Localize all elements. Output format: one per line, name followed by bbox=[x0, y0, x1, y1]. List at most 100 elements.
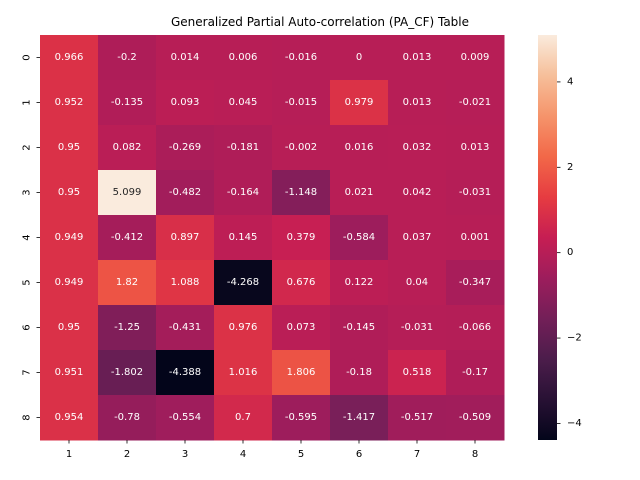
cell-value-label: 0.95 bbox=[58, 142, 80, 153]
heatmap-cell bbox=[388, 305, 447, 351]
cell-value-label: -0.015 bbox=[285, 97, 317, 108]
heatmap-cell bbox=[446, 125, 505, 171]
heatmap-cell bbox=[214, 215, 273, 261]
cell-value-label: 0.897 bbox=[171, 232, 200, 243]
cell-value-label: -4.388 bbox=[169, 367, 201, 378]
cell-value-label: 0.013 bbox=[403, 97, 432, 108]
cell-value-label: 0.001 bbox=[461, 232, 490, 243]
heatmap-cell bbox=[40, 170, 99, 216]
y-tick-label: 7 bbox=[22, 369, 33, 375]
cell-value-label: -0.016 bbox=[285, 52, 317, 63]
y-tick-label: 5 bbox=[22, 279, 33, 285]
cell-value-label: -0.066 bbox=[459, 322, 491, 333]
heatmap-cell bbox=[98, 170, 157, 216]
heatmap-cell bbox=[214, 395, 273, 441]
heatmap-cell bbox=[446, 305, 505, 351]
heatmap-cell bbox=[156, 215, 215, 261]
heatmap-cell bbox=[272, 260, 331, 306]
heatmap-cell bbox=[272, 80, 331, 126]
x-tick-label: 4 bbox=[240, 449, 246, 460]
x-tick-label: 7 bbox=[414, 449, 420, 460]
cell-value-label: 0.954 bbox=[55, 412, 84, 423]
heatmap-cell bbox=[330, 125, 389, 171]
heatmap-cell bbox=[156, 125, 215, 171]
cell-value-label: -0.031 bbox=[459, 187, 491, 198]
y-tick-label: 3 bbox=[22, 189, 33, 195]
heatmap-cell bbox=[98, 215, 157, 261]
cell-value-label: 0.032 bbox=[403, 142, 432, 153]
cell-value-label: 1.016 bbox=[229, 367, 258, 378]
heatmap-cell bbox=[272, 215, 331, 261]
cell-value-label: 0.093 bbox=[171, 97, 200, 108]
cell-value-label: -0.135 bbox=[111, 97, 143, 108]
cell-value-label: -1.417 bbox=[343, 412, 375, 423]
colorbar-tick-label: −2 bbox=[567, 333, 582, 344]
cell-value-label: 5.099 bbox=[113, 187, 142, 198]
cell-value-label: -0.78 bbox=[114, 412, 140, 423]
heatmap-cell bbox=[98, 395, 157, 441]
cell-value-label: -0.595 bbox=[285, 412, 317, 423]
heatmap-cell bbox=[272, 395, 331, 441]
heatmap-cell bbox=[446, 215, 505, 261]
cell-value-label: 0.966 bbox=[55, 52, 84, 63]
heatmap-cell bbox=[156, 80, 215, 126]
heatmap-cell bbox=[388, 395, 447, 441]
heatmap-cell bbox=[330, 260, 389, 306]
x-tick-label: 3 bbox=[182, 449, 188, 460]
heatmap-cell bbox=[330, 395, 389, 441]
x-tick-label: 5 bbox=[298, 449, 304, 460]
heatmap-cell bbox=[330, 80, 389, 126]
heatmap-cell bbox=[272, 305, 331, 351]
heatmap-cell bbox=[446, 350, 505, 396]
cell-value-label: -0.517 bbox=[401, 412, 433, 423]
heatmap-cell bbox=[40, 305, 99, 351]
x-tick-label: 1 bbox=[66, 449, 72, 460]
heatmap-cell bbox=[156, 305, 215, 351]
y-tick-label: 6 bbox=[22, 324, 33, 330]
heatmap-cell bbox=[98, 35, 157, 81]
cell-value-label: 0.073 bbox=[287, 322, 316, 333]
cell-value-label: -0.181 bbox=[227, 142, 259, 153]
y-tick-label: 8 bbox=[22, 414, 33, 420]
colorbar-tick-label: 4 bbox=[567, 76, 573, 87]
x-axis: 1 2 3 4 5 6 7 8 bbox=[66, 440, 478, 460]
heatmap-cell bbox=[98, 80, 157, 126]
heatmap-cell bbox=[40, 350, 99, 396]
heatmap-cell bbox=[388, 80, 447, 126]
colorbar-tick-label: −4 bbox=[567, 418, 582, 429]
heatmap-cell bbox=[330, 350, 389, 396]
cell-value-label: 0.676 bbox=[287, 277, 316, 288]
heatmap-cell bbox=[40, 215, 99, 261]
y-tick-label: 0 bbox=[22, 54, 33, 60]
cell-value-label: 1.088 bbox=[171, 277, 200, 288]
heatmap-cell bbox=[214, 260, 273, 306]
heatmap-cell bbox=[330, 170, 389, 216]
cell-value-label: 0.013 bbox=[461, 142, 490, 153]
cell-value-label: 0.145 bbox=[229, 232, 258, 243]
y-axis: 0 1 2 3 4 5 6 7 8 bbox=[22, 54, 40, 421]
cell-value-label: 1.806 bbox=[287, 367, 316, 378]
heatmap-cell bbox=[446, 170, 505, 216]
cell-value-label: 0.013 bbox=[403, 52, 432, 63]
cell-value-label: 0.7 bbox=[235, 412, 251, 423]
heatmap-cell bbox=[330, 305, 389, 351]
cell-value-label: 0.045 bbox=[229, 97, 258, 108]
heatmap-cell bbox=[446, 260, 505, 306]
x-tick-label: 8 bbox=[472, 449, 478, 460]
y-tick-label: 2 bbox=[22, 144, 33, 150]
cell-value-label: -0.145 bbox=[343, 322, 375, 333]
heatmap-cell bbox=[156, 35, 215, 81]
cell-value-label: -0.482 bbox=[169, 187, 201, 198]
heatmap-cell bbox=[214, 80, 273, 126]
cell-value-label: -1.802 bbox=[111, 367, 143, 378]
heatmap-cell bbox=[388, 170, 447, 216]
colorbar-tick-label: 0 bbox=[567, 247, 573, 258]
colorbar bbox=[538, 35, 557, 440]
cell-value-label: 0.518 bbox=[403, 367, 432, 378]
cell-value-label: 0.016 bbox=[345, 142, 374, 153]
cell-value-label: 0.949 bbox=[55, 277, 84, 288]
cell-value-label: -0.584 bbox=[343, 232, 375, 243]
cell-value-label: 1.82 bbox=[116, 277, 138, 288]
heatmap-cell bbox=[98, 260, 157, 306]
